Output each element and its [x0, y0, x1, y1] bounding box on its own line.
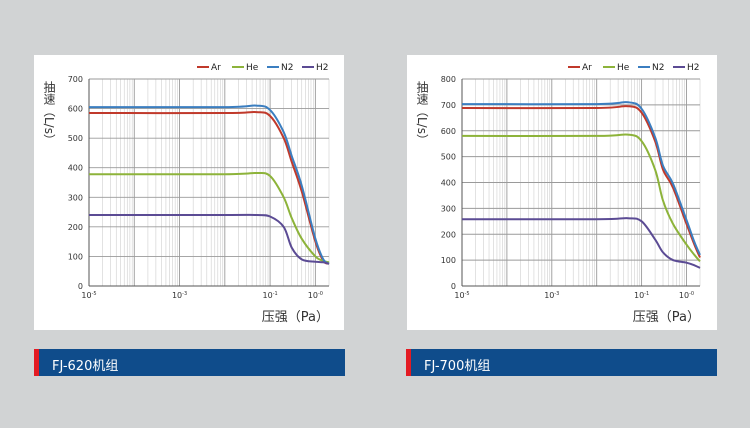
grid [88, 78, 330, 287]
y-tick-label: 500 [441, 153, 456, 162]
x-tick-label: 10-1 [263, 291, 278, 300]
y-tick-label: 0 [451, 282, 456, 291]
y-tick-label: 600 [441, 127, 456, 136]
x-tick-label: 10-3 [544, 291, 559, 300]
y-axis-label: 抽速（L/s） [42, 81, 56, 146]
series-line-he [461, 133, 701, 263]
chart-panel-fj620: 0 100 200 300 400 500 600 700 10-5 10-3 10-1 10-0 抽速… [34, 55, 344, 330]
x-tick-label: 10-5 [81, 291, 96, 300]
caption-accent [34, 349, 39, 376]
legend-label-h2: H2 [316, 63, 329, 73]
caption-accent [406, 349, 411, 376]
legend-label-he: He [246, 63, 259, 73]
y-tick-label: 0 [78, 282, 83, 291]
series-line-ar [88, 110, 330, 265]
series-line-n2 [88, 104, 330, 265]
y-tick-label: 400 [441, 179, 456, 188]
caption-label-fj700: FJ-700机组 [424, 359, 491, 374]
y-tick-label: 600 [68, 105, 83, 114]
x-tick-label: 10-5 [454, 291, 469, 300]
caption-label-fj620: FJ-620机组 [52, 359, 119, 374]
legend-label-n2: N2 [281, 63, 293, 73]
x-tick-label: 10-0 [679, 291, 694, 300]
y-tick-label: 100 [441, 256, 456, 265]
y-axis-label: 抽速（L/s） [415, 81, 429, 146]
y-tick-label: 100 [68, 252, 83, 261]
y-tick-label: 200 [68, 223, 83, 232]
series-line-h2 [461, 217, 701, 269]
y-tick-label: 800 [441, 75, 456, 84]
caption-bar-fj700: FJ-700机组 [406, 349, 717, 376]
y-tick-label: 300 [68, 193, 83, 202]
legend-label-he: He [617, 63, 630, 73]
series-line-n2 [461, 101, 701, 256]
y-tick-label: 400 [68, 164, 83, 173]
x-tick-label: 10-3 [172, 291, 187, 300]
y-tick-label: 200 [441, 230, 456, 239]
series-line-he [88, 171, 330, 264]
chart-panel-fj700: 0 100 200 300 400 500 600 700 800 10-5 10-3 10-1 10-… [407, 55, 717, 330]
y-tick-label: 300 [441, 204, 456, 213]
x-tick-label: 10-0 [308, 291, 323, 300]
legend-label-h2: H2 [687, 63, 700, 73]
grid [461, 78, 701, 287]
x-tick-label: 10-1 [634, 291, 649, 300]
x-axis-label: 压强（Pa） [633, 310, 700, 325]
legend-label-ar: Ar [582, 63, 592, 73]
legend-label-ar: Ar [211, 63, 221, 73]
series-line-h2 [88, 213, 330, 265]
y-tick-label: 700 [441, 101, 456, 110]
x-axis-label: 压强（Pa） [262, 310, 329, 325]
chart-svg-fj620: 0 100 200 300 400 500 600 700 10-5 10-3 10-1 10-0 抽速… [42, 63, 330, 325]
caption-bar-fj620: FJ-620机组 [34, 349, 345, 376]
series-line-ar [461, 105, 701, 258]
chart-svg-fj700: 0 100 200 300 400 500 600 700 800 10-5 10-3 10-1 10-… [415, 63, 701, 325]
y-tick-label: 500 [68, 134, 83, 143]
y-tick-label: 700 [68, 75, 83, 84]
legend-label-n2: N2 [652, 63, 664, 73]
